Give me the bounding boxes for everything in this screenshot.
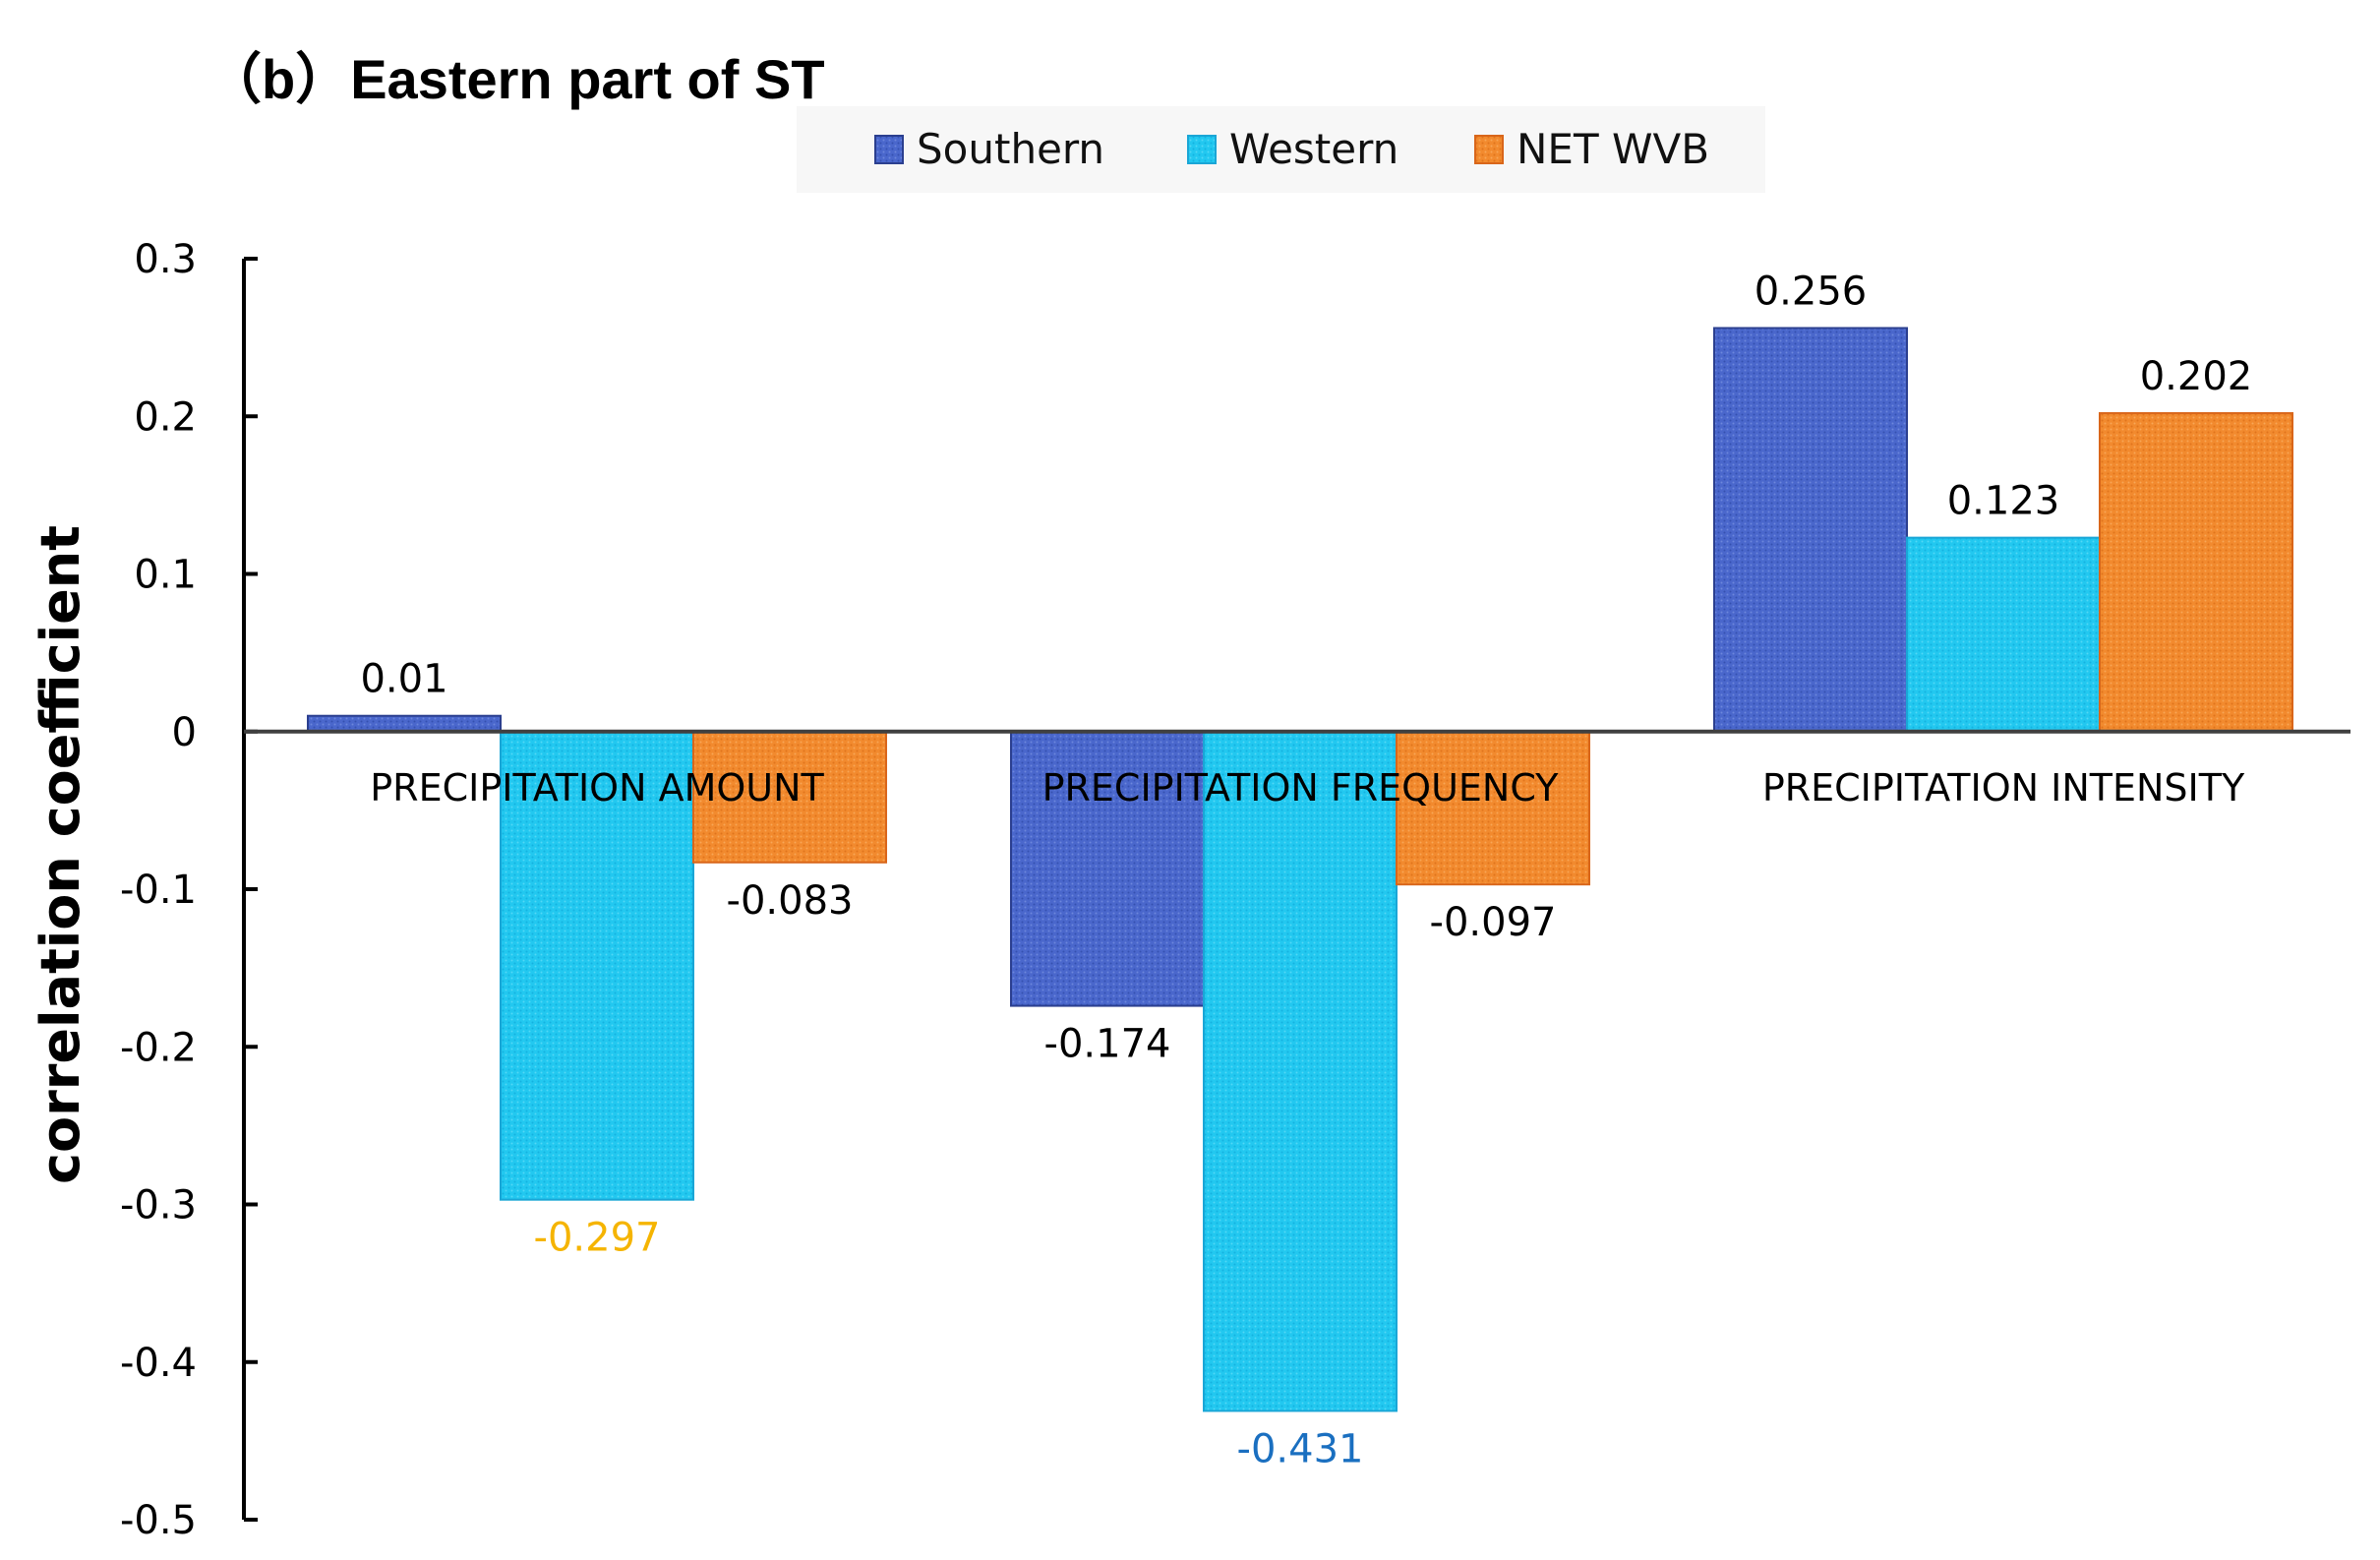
data-label-southern-precipitation-intensity: 0.256 [1755, 270, 1868, 315]
category-label-precipitation-amount: PRECIPITATION AMOUNT [370, 766, 824, 810]
data-label-western-precipitation-intensity: 0.123 [1947, 479, 2060, 524]
bar-western-precipitation-intensity [1906, 536, 2101, 733]
data-label-net-wvb-precipitation-intensity: 0.202 [2140, 354, 2253, 399]
y-tick-label: -0.3 [120, 1183, 197, 1229]
legend: Southern Western NET WVB [797, 106, 1765, 193]
y-tick-label: 0.2 [134, 394, 197, 440]
category-labels: PRECIPITATION AMOUNT PRECIPITATION FREQUE… [370, 766, 2245, 810]
y-tick-label: 0 [172, 710, 197, 755]
legend-swatch-southern [874, 135, 904, 164]
bars [244, 327, 2350, 1412]
legend-swatch-western [1187, 135, 1217, 164]
data-label-net-wvb-precipitation-frequency: -0.097 [1430, 900, 1557, 945]
legend-label-southern: Southern [917, 125, 1104, 173]
legend-swatch-net-wvb [1474, 135, 1504, 164]
axes: 0.3 0.2 0.1 0 -0.1 -0.2 -0.3 -0.4 -0.5 [120, 237, 258, 1543]
data-label-western-precipitation-frequency: -0.431 [1237, 1426, 1364, 1471]
data-label-southern-precipitation-frequency: -0.174 [1044, 1022, 1171, 1067]
y-tick-label: 0.3 [134, 237, 197, 282]
bar-southern-precipitation-amount [307, 714, 502, 733]
category-label-precipitation-intensity: PRECIPITATION INTENSITY [1762, 766, 2245, 810]
data-label-net-wvb-precipitation-amount: -0.083 [727, 878, 854, 924]
y-axis-label: correlation coefficient [30, 525, 91, 1184]
legend-label-western: Western [1229, 125, 1398, 173]
bar-western-precipitation-amount [500, 730, 694, 1201]
bar-net-wvb-precipitation-intensity [2099, 412, 2293, 733]
y-tick-label: -0.4 [120, 1341, 197, 1386]
bar-net-wvb-precipitation-amount [692, 730, 887, 864]
y-tick-label: -0.2 [120, 1025, 197, 1070]
bar-southern-precipitation-frequency [1010, 730, 1205, 1007]
category-label-precipitation-frequency: PRECIPITATION FREQUENCY [1042, 766, 1560, 810]
y-tick-label: -0.1 [120, 868, 197, 913]
y-tick-label: 0.1 [134, 553, 197, 598]
bar-net-wvb-precipitation-frequency [1396, 730, 1590, 886]
data-label-southern-precipitation-amount: 0.01 [360, 657, 447, 702]
bar-western-precipitation-frequency [1203, 730, 1398, 1412]
bar-southern-precipitation-intensity [1713, 327, 1908, 733]
value-labels: 0.01 -0.297 -0.083 -0.174 -0.431 -0.097 0.256 0… [360, 270, 2252, 1472]
chart-title: （b）Eastern part of ST [207, 48, 825, 110]
legend-label-net-wvb: NET WVB [1517, 125, 1709, 173]
data-label-western-precipitation-amount: -0.297 [534, 1216, 661, 1261]
y-tick-label: -0.5 [120, 1498, 197, 1543]
legend-background [797, 106, 1765, 193]
